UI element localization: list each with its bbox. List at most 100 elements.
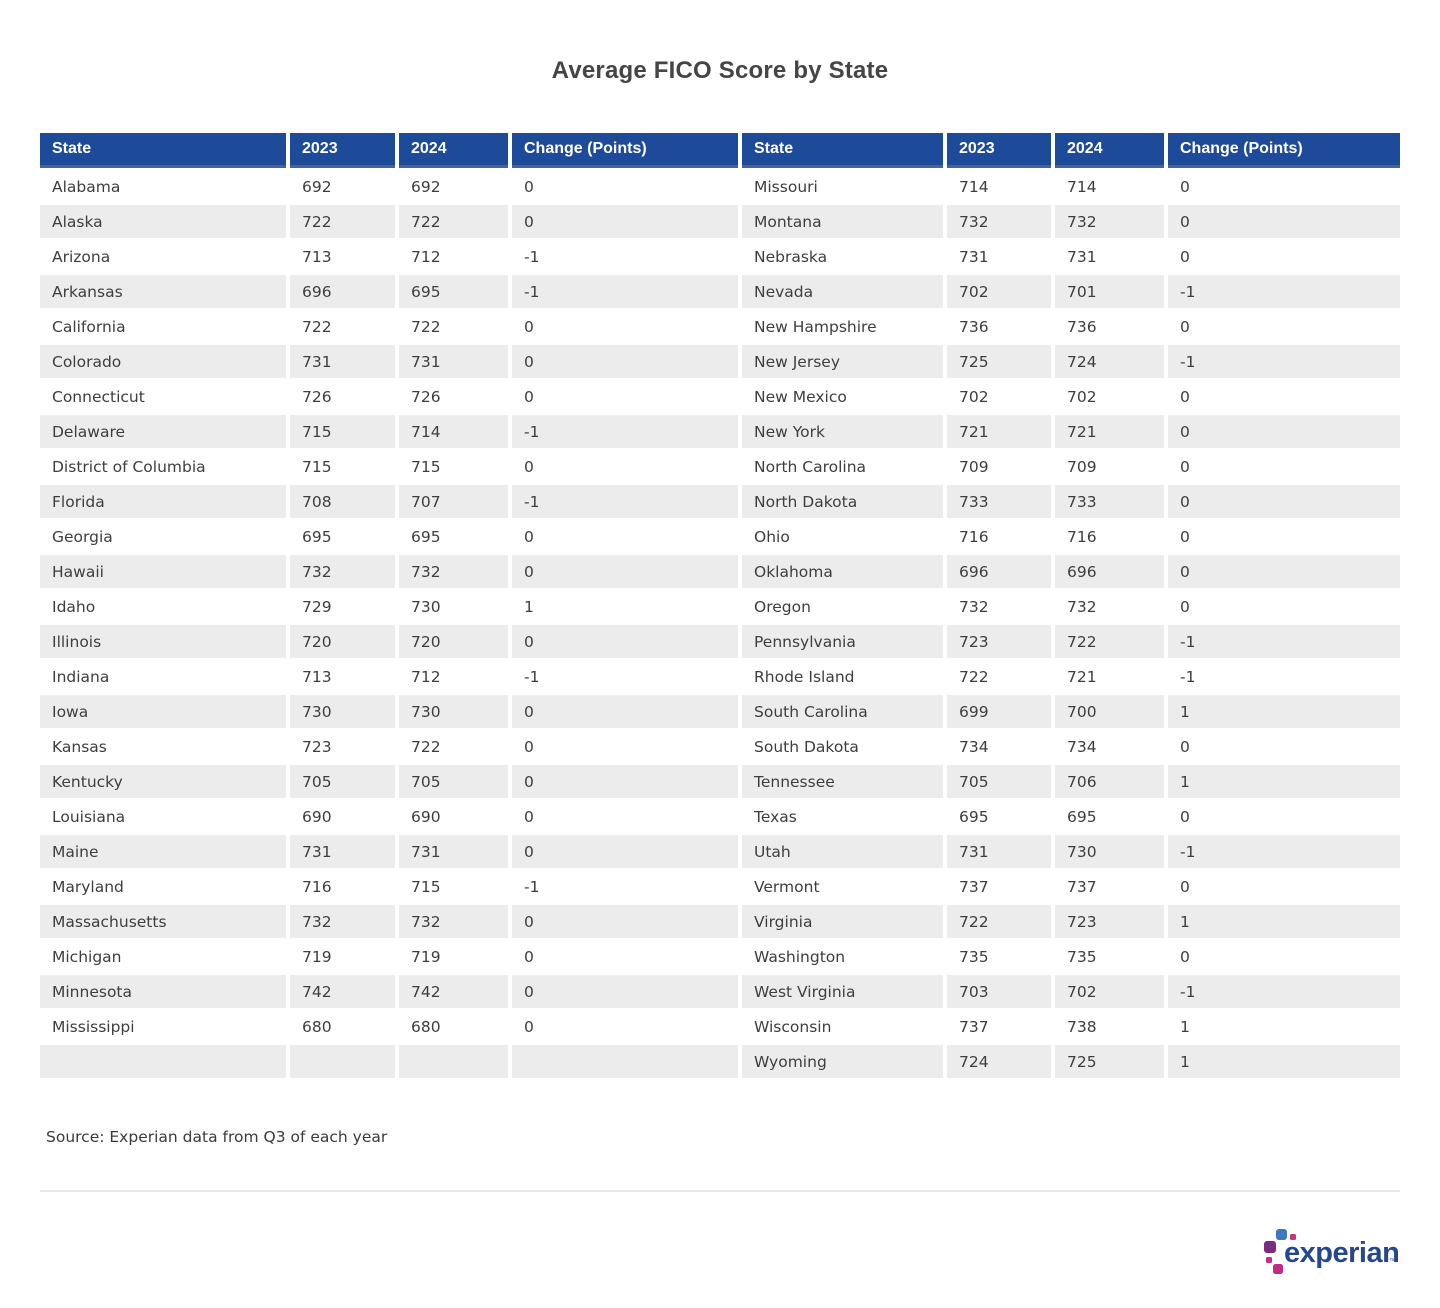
table-row: Georgia 695 695 0 Ohio 716 716 0 (40, 520, 1400, 553)
score-2023-cell: 731 (290, 345, 395, 378)
score-2024-cell: 722 (399, 730, 508, 763)
score-2024-cell: 731 (399, 835, 508, 868)
state-cell: Nevada (742, 275, 943, 308)
state-cell: Montana (742, 205, 943, 238)
score-2023-cell: 732 (290, 905, 395, 938)
change-cell: 0 (1168, 415, 1400, 448)
score-2024-cell: 734 (1055, 730, 1164, 763)
change-cell: 0 (512, 975, 738, 1008)
score-2023-cell: 705 (947, 765, 1051, 798)
score-2023-cell: 695 (947, 800, 1051, 833)
score-2023-cell: 732 (947, 590, 1051, 623)
header-2023-left: 2023 (290, 133, 395, 168)
change-cell: 0 (1168, 380, 1400, 413)
state-cell: West Virginia (742, 975, 943, 1008)
table-row: Maryland 716 715 -1 Vermont 737 737 0 (40, 870, 1400, 903)
table-row: Michigan 719 719 0 Washington 735 735 0 (40, 940, 1400, 973)
score-2024-cell: 709 (1055, 450, 1164, 483)
score-2023-cell: 708 (290, 485, 395, 518)
change-cell: -1 (512, 275, 738, 308)
state-cell: Wisconsin (742, 1010, 943, 1043)
score-2023-cell: 732 (947, 205, 1051, 238)
state-cell: Delaware (40, 415, 286, 448)
state-cell: South Carolina (742, 695, 943, 728)
state-cell: New Hampshire (742, 310, 943, 343)
score-2024-cell: 720 (399, 625, 508, 658)
change-cell: 0 (512, 625, 738, 658)
change-cell: 1 (1168, 905, 1400, 938)
change-cell: 0 (1168, 590, 1400, 623)
score-2024-cell: 736 (1055, 310, 1164, 343)
change-cell: -1 (1168, 835, 1400, 868)
experian-logo-tm: ™ (1389, 1258, 1396, 1265)
score-2023-cell: 737 (947, 870, 1051, 903)
table-row: Louisiana 690 690 0 Texas 695 695 0 (40, 800, 1400, 833)
table-row: Connecticut 726 726 0 New Mexico 702 702 0 (40, 380, 1400, 413)
score-2023-cell: 736 (947, 310, 1051, 343)
change-cell: 1 (512, 590, 738, 623)
score-2023-cell: 724 (947, 1045, 1051, 1078)
score-2024-cell: 738 (1055, 1010, 1164, 1043)
state-cell: Georgia (40, 520, 286, 553)
table-row: Indiana 713 712 -1 Rhode Island 722 721 -1 (40, 660, 1400, 693)
score-2023-cell: 731 (947, 240, 1051, 273)
table-row: Idaho 729 730 1 Oregon 732 732 0 (40, 590, 1400, 623)
state-cell: Arizona (40, 240, 286, 273)
state-cell: Connecticut (40, 380, 286, 413)
state-cell: Maryland (40, 870, 286, 903)
score-2023-cell (290, 1045, 395, 1078)
state-cell: Kentucky (40, 765, 286, 798)
score-2023-cell: 731 (290, 835, 395, 868)
experian-logo: experian ™ (1264, 1229, 1398, 1274)
score-2023-cell: 731 (947, 835, 1051, 868)
change-cell: 0 (1168, 310, 1400, 343)
table-row: Iowa 730 730 0 South Carolina 699 700 1 (40, 695, 1400, 728)
score-2024-cell: 731 (399, 345, 508, 378)
table-row: Wyoming 724 725 1 (40, 1045, 1400, 1078)
score-2024-cell: 719 (399, 940, 508, 973)
score-2024-cell: 730 (1055, 835, 1164, 868)
score-2023-cell: 705 (290, 765, 395, 798)
score-2024-cell: 725 (1055, 1045, 1164, 1078)
change-cell: 0 (1168, 520, 1400, 553)
change-cell: 0 (1168, 555, 1400, 588)
score-2023-cell: 722 (290, 310, 395, 343)
table-row: Minnesota 742 742 0 West Virginia 703 702 -1 (40, 975, 1400, 1008)
score-2024-cell: 695 (1055, 800, 1164, 833)
score-2024-cell: 730 (399, 590, 508, 623)
score-2023-cell: 690 (290, 800, 395, 833)
score-2024-cell: 731 (1055, 240, 1164, 273)
change-cell: -1 (1168, 345, 1400, 378)
score-2024-cell: 732 (399, 905, 508, 938)
score-2024-cell (399, 1045, 508, 1078)
score-2023-cell: 699 (947, 695, 1051, 728)
state-cell: Virginia (742, 905, 943, 938)
change-cell: 0 (512, 730, 738, 763)
change-cell: 0 (512, 310, 738, 343)
score-2023-cell: 702 (947, 380, 1051, 413)
table-row: California 722 722 0 New Hampshire 736 736 0 (40, 310, 1400, 343)
change-cell: 0 (512, 800, 738, 833)
state-cell: Nebraska (742, 240, 943, 273)
change-cell: -1 (512, 485, 738, 518)
score-2023-cell: 733 (947, 485, 1051, 518)
table-header-row: State 2023 2024 Change (Points) State 20… (40, 133, 1400, 168)
state-cell: Illinois (40, 625, 286, 658)
state-cell: North Carolina (742, 450, 943, 483)
change-cell: 0 (512, 555, 738, 588)
state-cell: New York (742, 415, 943, 448)
state-cell (40, 1045, 286, 1078)
table-row: Colorado 731 731 0 New Jersey 725 724 -1 (40, 345, 1400, 378)
score-2024-cell: 724 (1055, 345, 1164, 378)
score-2024-cell: 716 (1055, 520, 1164, 553)
score-2024-cell: 695 (399, 275, 508, 308)
score-2024-cell: 715 (399, 450, 508, 483)
score-2023-cell: 680 (290, 1010, 395, 1043)
score-2023-cell: 722 (947, 905, 1051, 938)
score-2024-cell: 706 (1055, 765, 1164, 798)
score-2023-cell: 735 (947, 940, 1051, 973)
change-cell: 0 (512, 835, 738, 868)
state-cell: Missouri (742, 170, 943, 203)
state-cell: Arkansas (40, 275, 286, 308)
score-2024-cell: 730 (399, 695, 508, 728)
